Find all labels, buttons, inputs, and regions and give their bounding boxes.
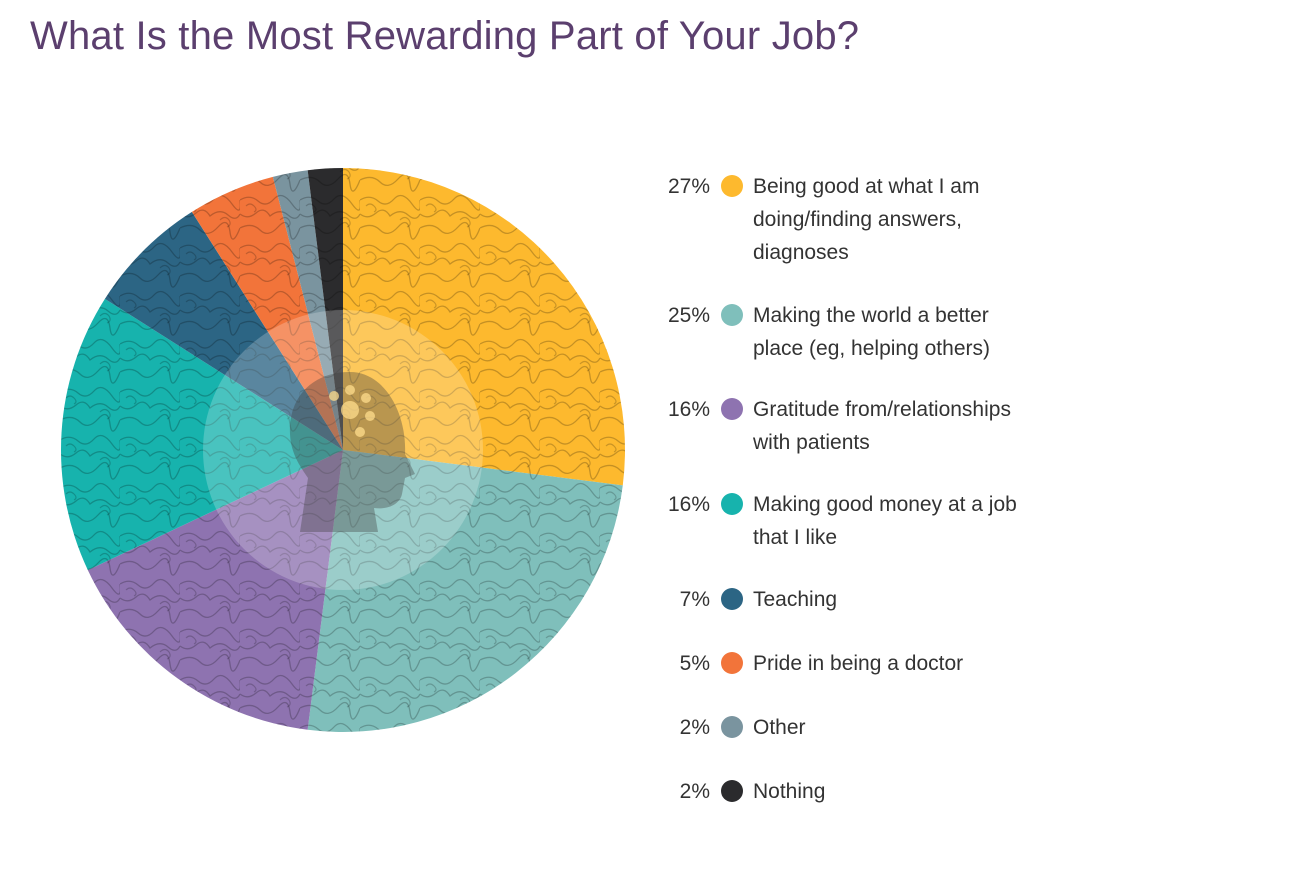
legend-item: 7% Teaching bbox=[650, 583, 1053, 616]
legend-percent: 5% bbox=[679, 652, 710, 675]
legend-dot-icon bbox=[721, 175, 743, 197]
legend-percent: 2% bbox=[679, 780, 710, 803]
legend-percent: 2% bbox=[679, 716, 710, 739]
gear-icon bbox=[329, 385, 375, 437]
legend-percent: 25% bbox=[667, 304, 710, 327]
legend-dot-icon bbox=[721, 493, 743, 515]
legend-percent: 16% bbox=[667, 493, 710, 516]
legend-dot-icon bbox=[721, 304, 743, 326]
legend-item: 16% Making good money at a job that I li… bbox=[650, 488, 1053, 554]
legend-item: 27% Being good at what I am doing/findin… bbox=[650, 170, 1053, 269]
legend-label: Gratitude from/relationships with patien… bbox=[753, 398, 1011, 454]
legend-item: 5% Pride in being a doctor bbox=[650, 647, 1053, 680]
legend-percent: 16% bbox=[667, 398, 710, 421]
legend-dot-icon bbox=[721, 780, 743, 802]
legend-dot-icon bbox=[721, 716, 743, 738]
legend-item: 16% Gratitude from/relationships with pa… bbox=[650, 393, 1053, 459]
legend-label: Other bbox=[753, 716, 806, 739]
legend-percent: 27% bbox=[667, 175, 710, 198]
legend-label: Teaching bbox=[753, 588, 838, 611]
pie-svg bbox=[61, 168, 625, 733]
legend-item: 2% Other bbox=[650, 711, 1053, 744]
legend-label: Being good at what I am doing/finding an… bbox=[753, 175, 980, 264]
legend-dot-icon bbox=[721, 398, 743, 420]
legend-percent: 7% bbox=[679, 588, 710, 611]
legend-item: 25% Making the world a better place (eg,… bbox=[650, 299, 1053, 365]
topographic-texture bbox=[61, 168, 625, 732]
legend-label: Making good money at a job that I like bbox=[753, 493, 1017, 549]
pie-chart bbox=[61, 168, 625, 733]
head-gear-icon bbox=[289, 372, 415, 532]
legend-item: 2% Nothing bbox=[650, 775, 1053, 808]
legend-label: Making the world a better place (eg, hel… bbox=[753, 304, 990, 360]
legend-label: Nothing bbox=[753, 780, 826, 803]
center-halo bbox=[203, 310, 483, 590]
chart-title: What Is the Most Rewarding Part of Your … bbox=[30, 14, 860, 58]
legend-dot-icon bbox=[721, 588, 743, 610]
legend-dot-icon bbox=[721, 652, 743, 674]
legend-label: Pride in being a doctor bbox=[753, 652, 964, 675]
